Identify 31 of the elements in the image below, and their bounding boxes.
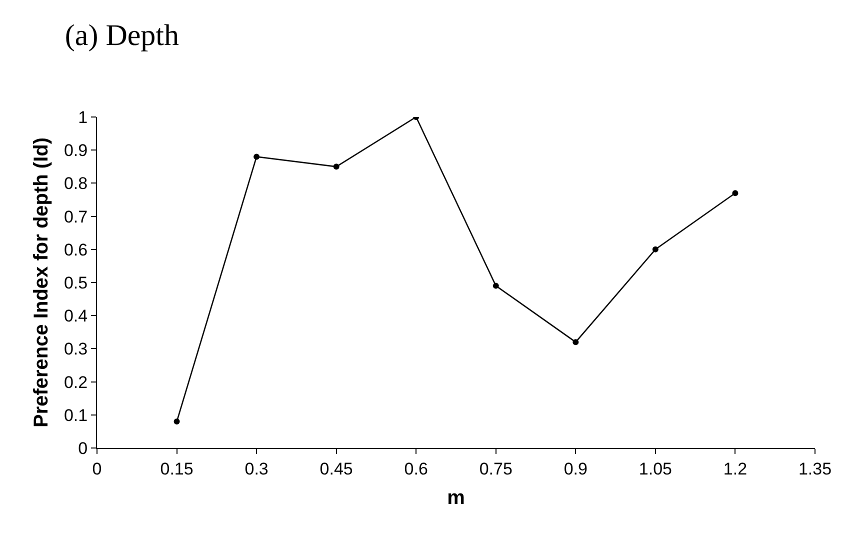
point — [254, 154, 260, 160]
y-tick-label: 0.5 — [64, 273, 88, 292]
y-tick-label: 0.3 — [64, 340, 88, 359]
chart-title: (a) Depth — [64, 19, 180, 52]
y-tick-label: 0.2 — [64, 372, 88, 392]
x-tick-label: 0.6 — [404, 459, 428, 478]
y-axis-title: Preference Index for depth (Id) — [30, 137, 52, 428]
x-tick-label: 0.75 — [479, 459, 512, 478]
point — [492, 282, 499, 289]
point — [174, 418, 180, 425]
x-tick-label: 0.15 — [160, 459, 194, 478]
y-tick-label: 0.1 — [64, 406, 88, 425]
point — [333, 164, 340, 170]
y-tick-label: 0.7 — [64, 207, 88, 226]
point — [732, 190, 738, 196]
x-tick-label: 0.3 — [244, 459, 268, 478]
y-tick-label: 1 — [78, 108, 88, 127]
x-tick-label: 0.9 — [564, 459, 588, 478]
y-tick-label: 0.6 — [64, 240, 88, 260]
x-tick-label: 0.45 — [320, 459, 353, 478]
point — [652, 246, 658, 252]
y-tick-label: 0 — [78, 438, 88, 458]
x-tick-label: 0 — [92, 459, 102, 478]
y-tick-label: 0.8 — [64, 174, 88, 194]
x-axis-title: m — [447, 486, 465, 509]
y-tick-label: 0.9 — [64, 141, 88, 160]
x-tick-label: 1.05 — [638, 459, 672, 478]
y-tick-label: 0.4 — [64, 306, 88, 326]
x-tick-label: 1.2 — [723, 459, 748, 478]
point — [572, 339, 579, 346]
x-tick-label: 1.35 — [798, 459, 832, 478]
